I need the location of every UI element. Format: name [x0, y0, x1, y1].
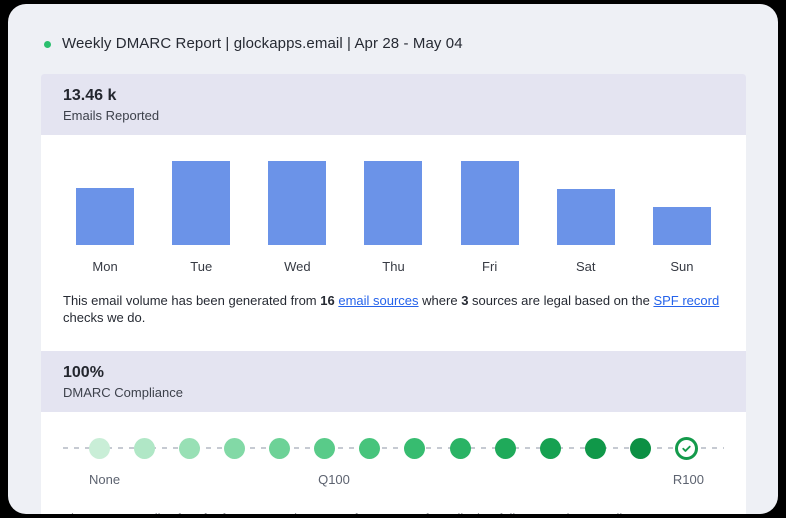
policy-dot-10	[494, 437, 516, 459]
green-dot-icon	[44, 40, 51, 48]
emails-reported-value: 13.46 k	[63, 87, 117, 104]
scale-label-r100: R100	[672, 472, 704, 487]
report-frame: Weekly DMARC Report | glockapps.email | …	[8, 4, 778, 514]
policy-note: The DMARC policy for glockapps.com is se…	[41, 488, 746, 514]
policy-dot-11	[539, 437, 561, 459]
policy-dot-2	[134, 437, 156, 459]
dmarc-compliance-value: 100%	[63, 364, 104, 381]
report-title: Weekly DMARC Report | glockapps.email | …	[62, 35, 463, 52]
bar-column-tue	[153, 161, 249, 245]
check-circle-icon	[674, 436, 698, 460]
bar-column-wed	[249, 161, 345, 245]
policy-dot-9	[449, 437, 471, 459]
policy-domain: glockapps.com	[196, 511, 291, 514]
scale-label-none: None	[89, 472, 121, 487]
bar-label-mon: Mon	[92, 259, 118, 274]
bar-chart-labels: Mon Tue Wed Thu Fri Sat Sun	[57, 259, 730, 275]
bar-fri	[460, 161, 519, 245]
policy-dot-8	[404, 437, 426, 459]
policy-scale-labels: None Q100 R100	[63, 472, 724, 488]
report-card: 13.46 k Emails Reported Mon Tue Wed Thu Fri S…	[41, 74, 746, 514]
policy-dot-4	[224, 437, 246, 459]
scale-label-q100: Q100	[318, 472, 350, 487]
bar-mon	[76, 188, 135, 245]
volume-note: This email volume has been generated fro…	[63, 293, 720, 325]
email-volume-chart: Mon Tue Wed Thu Fri Sat Sun	[41, 135, 746, 275]
policy-dot-5	[269, 437, 291, 459]
email-sources-link[interactable]: email sources	[338, 293, 419, 308]
bar-column-mon	[57, 188, 153, 245]
policy-dot-1	[89, 437, 110, 459]
policy-dot-6	[314, 437, 336, 459]
dmarc-compliance-header: 100% DMARC Compliance	[41, 351, 746, 412]
policy-scale-dots	[63, 436, 724, 460]
bar-label-sun: Sun	[670, 259, 694, 274]
bar-column-thu	[345, 161, 441, 245]
bar-label-wed: Wed	[284, 259, 311, 274]
policy-dot-13	[629, 437, 651, 459]
dmarc-compliance-label: DMARC Compliance	[63, 385, 183, 400]
bar-column-sun	[634, 207, 730, 245]
bar-column-fri	[442, 161, 538, 245]
bar-sat	[556, 189, 615, 245]
bar-thu	[364, 161, 423, 245]
policy-scale: None Q100 R100	[41, 412, 746, 488]
emails-reported-header: 13.46 k Emails Reported	[41, 74, 746, 135]
bar-column-sat	[538, 189, 634, 245]
bar-label-tue: Tue	[190, 259, 213, 274]
volume-note-text: This email volume has been generated fro…	[63, 293, 321, 308]
bar-label-fri: Fri	[482, 259, 498, 274]
policy-dot-12	[584, 437, 606, 459]
bar-sun	[652, 207, 711, 245]
policy-dot-3	[179, 437, 201, 459]
bar-tue	[172, 161, 231, 245]
dashed-line	[63, 447, 724, 449]
policy-dot-7	[359, 437, 381, 459]
bar-label-thu: Thu	[382, 259, 405, 274]
bar-label-sat: Sat	[576, 259, 596, 274]
legal-sources-count: 3	[461, 293, 469, 308]
policy-scale-track	[63, 436, 724, 460]
emails-reported-label: Emails Reported	[63, 108, 160, 123]
bar-wed	[268, 161, 327, 245]
report-header: Weekly DMARC Report | glockapps.email | …	[8, 4, 778, 53]
bar-chart	[57, 161, 730, 245]
spf-record-link[interactable]: SPF record	[653, 293, 720, 308]
sources-count: 16	[320, 293, 335, 308]
policy-action: reject 100%	[343, 511, 415, 514]
